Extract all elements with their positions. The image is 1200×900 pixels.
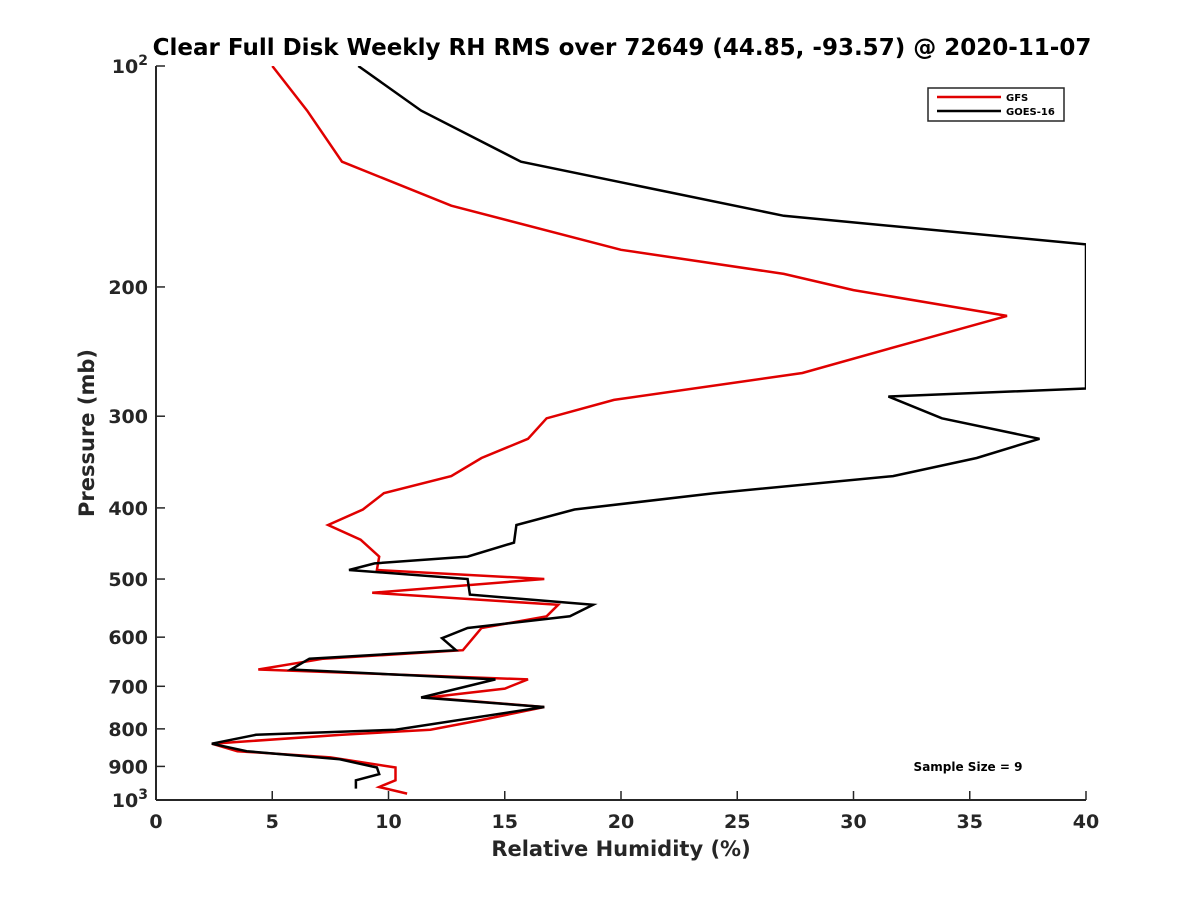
y-axis-title: Pressure (mb)	[75, 349, 99, 517]
x-tick-label: 40	[1073, 811, 1099, 833]
y-tick-label: 400	[108, 498, 148, 520]
legend-label-gfs: GFS	[1006, 93, 1028, 104]
y-tick-label: 500	[108, 569, 148, 591]
x-tick-label: 25	[724, 811, 750, 833]
y-tick-label: 300	[108, 406, 148, 428]
x-tick-label: 35	[957, 811, 983, 833]
y-tick-label: 700	[108, 676, 148, 698]
y-tick-label: 200	[108, 277, 148, 299]
legend-box	[927, 87, 1065, 122]
x-tick-label: 30	[840, 811, 866, 833]
x-tick-label: 5	[266, 811, 279, 833]
y-tick-label: 103	[112, 787, 148, 812]
y-tick-label: 102	[112, 53, 148, 78]
legend: GFS GOES-16	[927, 87, 1065, 122]
x-tick-label: 15	[492, 811, 518, 833]
legend-label-goes16: GOES-16	[1006, 107, 1055, 118]
plot-area	[211, 66, 1086, 795]
series-line-gfs	[211, 66, 1008, 795]
x-tick-label: 0	[149, 811, 162, 833]
x-tick-label: 10	[375, 811, 401, 833]
y-axis-ticks: 102 200 300 400 500 600 700 800 900 103	[108, 53, 165, 812]
x-axis-title: Relative Humidity (%)	[491, 837, 750, 861]
y-tick-label: 600	[108, 627, 148, 649]
chart-title: Clear Full Disk Weekly RH RMS over 72649…	[153, 35, 1092, 61]
y-tick-label: 800	[108, 719, 148, 741]
sample-size-annotation: Sample Size = 9	[914, 760, 1023, 774]
series-line-goes16	[211, 66, 1086, 789]
x-tick-label: 20	[608, 811, 634, 833]
y-tick-label: 900	[108, 756, 148, 778]
x-axis-ticks: 0 5 10 15 20 25 30 35 40	[149, 791, 1099, 833]
